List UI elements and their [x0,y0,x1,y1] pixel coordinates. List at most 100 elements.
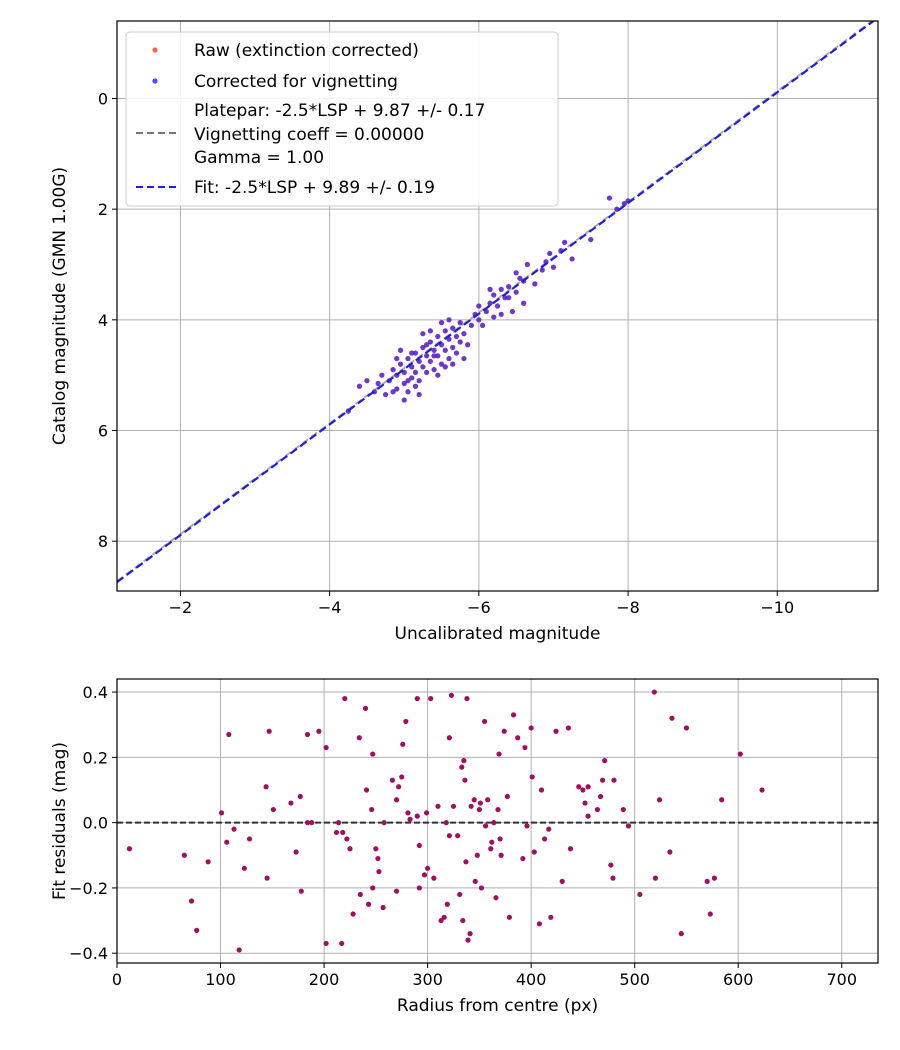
corrected-point [382,391,389,398]
corrected-point [491,314,497,320]
residual-point [423,810,430,816]
residual-point [651,689,657,695]
legend-platepar-line3: Gamma = 1.00 [194,148,324,168]
residual-point [471,797,477,803]
corrected-point [498,286,504,292]
corrected-point [431,353,437,359]
corrected-point [621,201,627,207]
corrected-point [412,369,419,376]
residual-point [370,885,376,891]
plot-frame [116,20,879,592]
residual-point [522,744,528,751]
residual-point [231,826,237,832]
residual-point [297,793,303,800]
residual-point [608,862,614,868]
legend-raw-label: Raw (extinction corrected) [194,41,419,61]
residual-point [455,833,461,839]
legend-platepar-line2: Vignetting coeff = 0.00000 [194,125,424,145]
residual-point [443,820,449,826]
y-tick-label: −0.2 [69,879,108,898]
y-tick-label: 0.0 [83,814,108,833]
corrected-point [390,389,396,395]
corrected-point [506,284,512,290]
residual-point [323,940,329,947]
residual-point [548,914,554,920]
corrected-point [487,286,493,292]
residual-point [493,895,499,901]
residual-point [610,875,616,881]
corrected-point [435,353,441,359]
residual-point [344,836,350,842]
legend-fit-label: Fit: -2.5*LSP + 9.89 +/- 0.19 [194,178,435,198]
residual-point [431,875,437,881]
residual-point [438,917,444,924]
y-axis-label: Catalog magnitude (GMN 1.00G) [50,167,70,445]
residual-point [599,777,606,783]
x-tick-label: 700 [826,970,857,989]
residual-point [333,829,340,836]
corrected-point [479,322,486,328]
residual-point [528,725,534,731]
corrected-point [513,270,519,276]
corrected-point [532,281,538,287]
x-tick-label: 500 [619,970,650,989]
residual-point [459,764,465,770]
residual-point [298,888,304,894]
residual-point [446,735,452,741]
corrected-point [401,380,407,387]
corrected-point [405,389,411,395]
residual-point [707,911,713,917]
corrected-point [427,339,433,345]
residual-point [194,927,200,933]
corrected-point [435,372,441,378]
corrected-point [521,300,527,306]
residual-point [485,797,491,803]
residual-point [448,692,455,698]
corrected-point [409,350,415,356]
residual-point [620,806,626,813]
corrected-point [614,206,620,212]
residual-point [711,875,718,881]
residual-point [464,695,470,702]
residual-point [488,846,494,852]
corrected-point [453,333,460,340]
corrected-point [412,383,419,389]
residual-point [350,911,356,917]
residual-point [576,784,582,790]
corrected-point [431,347,437,353]
residual-point [126,846,133,852]
residual-point [428,695,434,702]
residual-point [491,820,497,826]
residual-point [515,735,521,741]
corrected-point [509,308,516,315]
corrected-point [438,361,445,367]
residual-point [476,806,482,813]
residual-point [335,820,342,826]
residual-point [467,931,473,937]
legend-raw-marker [152,47,158,53]
residual-point [389,777,396,783]
residual-point [381,820,387,826]
y-tick-label: 0 [98,89,108,108]
magnitude-chart: −2 −4 −6 −8 −10 0 2 4 6 8 Uncalibrated magnitude Ca… [50,20,879,644]
legend: Raw (extinction corrected) Corrected for … [125,31,559,207]
corrected-point [431,367,437,373]
corrected-point [450,361,456,367]
legend-corrected-label: Corrected for vignetting [194,72,398,92]
plot-content [117,21,876,584]
corrected-point [416,391,422,398]
x-tick-label: 100 [205,970,236,989]
residual-point [474,852,480,858]
corrected-point [487,300,493,306]
corrected-point [420,344,426,351]
residual-point [719,797,725,803]
residual-point [559,878,565,884]
residual-point [585,813,591,819]
residual-point [373,846,379,852]
residual-point [181,852,187,858]
residual-point [580,787,586,793]
corrected-point [513,289,519,295]
corrected-point [446,317,452,323]
residual-point [683,725,690,731]
residual-point [477,800,484,806]
